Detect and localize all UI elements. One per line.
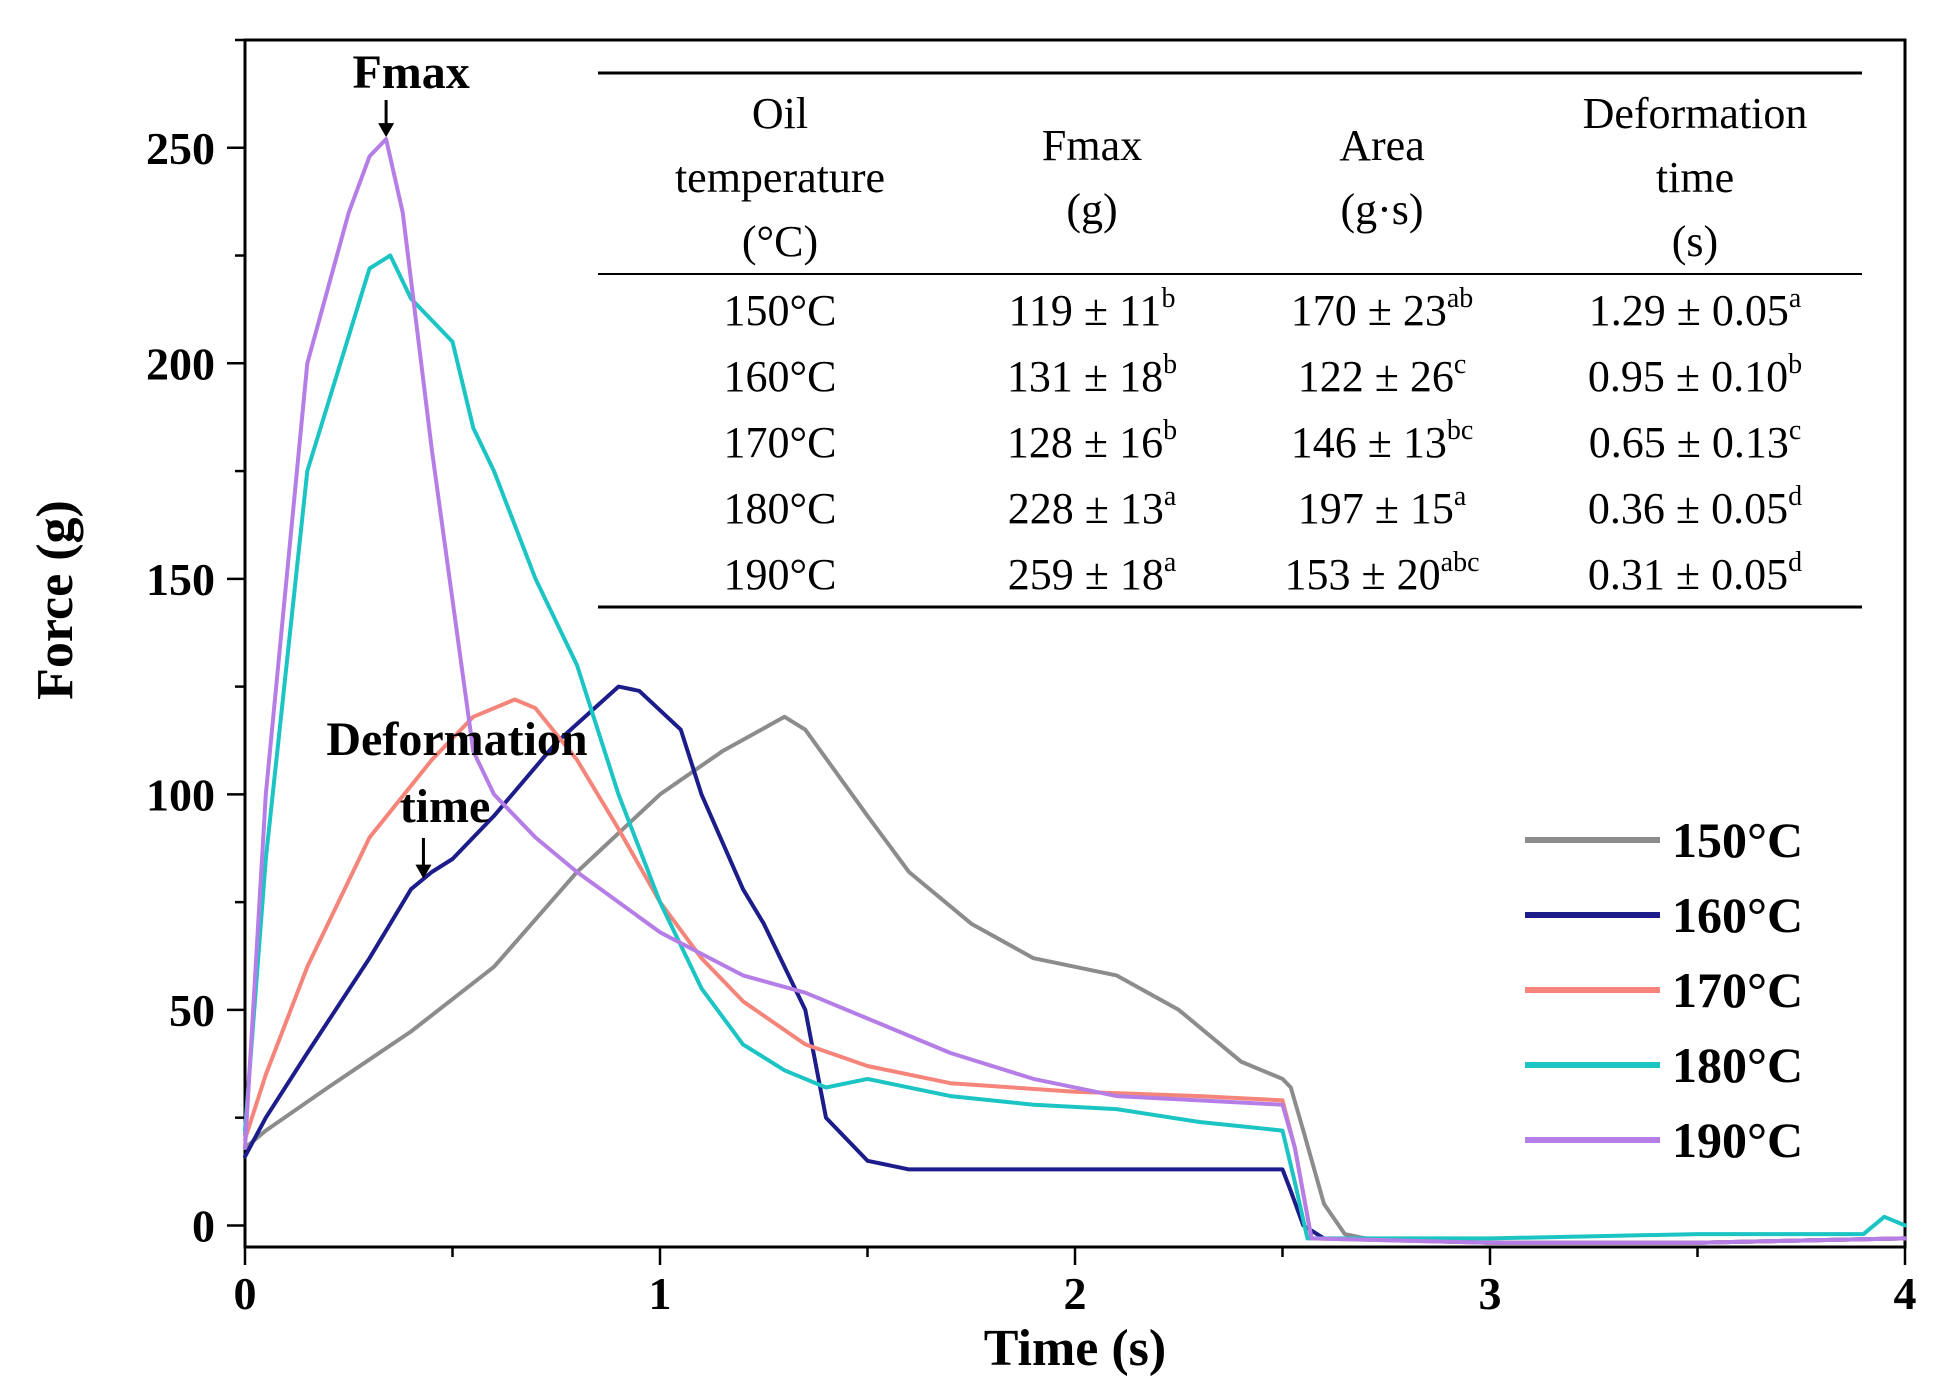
table-cell-value: 119 ± 11 (1009, 286, 1162, 335)
table-cell-superscript: a (1164, 547, 1177, 578)
table-cell: 180°C (724, 484, 837, 533)
table-cell-value: 122 ± 26 (1298, 352, 1454, 401)
table-cell: 119 ± 11b (1009, 283, 1176, 335)
legend-label: 170°C (1672, 962, 1803, 1018)
y-tick-label: 0 (192, 1200, 215, 1251)
table-header-cell: (g) (1066, 185, 1117, 234)
table-cell-superscript: c (1454, 349, 1466, 380)
x-tick-label: 4 (1894, 1268, 1917, 1319)
table-cell-superscript: abc (1441, 547, 1480, 578)
deformation-arrow-head (415, 864, 432, 879)
table-cell-value: 146 ± 13 (1291, 418, 1447, 467)
table-cell: 128 ± 16b (1007, 415, 1177, 467)
table-cell: 122 ± 26c (1298, 349, 1467, 401)
legend: 150°C 160°C 170°C 180°C 190°C (1525, 812, 1803, 1168)
axis-ticks: 0 1 2 3 4 0 50 100 150 200 250 (146, 38, 1917, 1319)
table-cell: 228 ± 13a (1008, 481, 1177, 533)
table-cell: 190°C (724, 550, 837, 599)
table-cell-superscript: b (1161, 283, 1175, 314)
x-axis-title: Time (s) (984, 1320, 1166, 1377)
table-cell: 0.65 ± 0.13c (1589, 415, 1802, 467)
table-cell: 0.95 ± 0.10b (1588, 349, 1802, 401)
table-cell-value: 1.29 ± 0.05 (1589, 286, 1789, 335)
table-header-cell: Oil (752, 89, 808, 138)
table-cell: 170°C (724, 418, 837, 467)
table-cell-value: 259 ± 18 (1008, 550, 1164, 599)
table-cell-value: 170°C (724, 418, 837, 467)
table-cell-value: 160°C (724, 352, 837, 401)
table-cell: 146 ± 13bc (1291, 415, 1474, 467)
table-cell-value: 0.36 ± 0.05 (1588, 484, 1788, 533)
table-cell-value: 128 ± 16 (1007, 418, 1163, 467)
series-lines (243, 137, 1907, 1245)
table-cell: 131 ± 18b (1007, 349, 1177, 401)
x-tick-label: 0 (234, 1268, 257, 1319)
table-cell: 160°C (724, 352, 837, 401)
table-cell-superscript: b (1163, 415, 1177, 446)
table-cell: 170 ± 23ab (1291, 283, 1474, 335)
table-cell-superscript: ab (1447, 283, 1473, 314)
table-cell-superscript: a (1789, 283, 1802, 314)
table-cell-value: 190°C (724, 550, 837, 599)
table-cell: 259 ± 18a (1008, 547, 1177, 599)
y-tick-label: 50 (169, 985, 215, 1036)
deformation-annotation-line1: Deformation (326, 713, 587, 766)
series-line-170c (243, 697, 1907, 1245)
series-line-180c (243, 253, 1907, 1241)
table-cell-value: 228 ± 13 (1008, 484, 1164, 533)
table-cell-superscript: d (1788, 547, 1802, 578)
fmax-arrow-head (378, 123, 395, 138)
table-header-cell: Deformation (1583, 89, 1808, 138)
table-cell-value: 0.95 ± 0.10 (1588, 352, 1788, 401)
table-cell-value: 0.65 ± 0.13 (1589, 418, 1789, 467)
series-line-190c (243, 137, 1907, 1245)
table-cell-superscript: bc (1447, 415, 1473, 446)
fmax-annotation-label: Fmax (352, 46, 469, 99)
table-cell-value: 0.31 ± 0.05 (1588, 550, 1788, 599)
table-cell-value: 131 ± 18 (1007, 352, 1163, 401)
table-cell: 153 ± 20abc (1284, 547, 1479, 599)
table-cell-value: 197 ± 15 (1298, 484, 1454, 533)
x-tick-label: 2 (1064, 1268, 1087, 1319)
table-header-cell: (°C) (742, 217, 818, 266)
table-cell: 1.29 ± 0.05a (1589, 283, 1802, 335)
table-cell-value: 170 ± 23 (1291, 286, 1447, 335)
table-cell-superscript: c (1789, 415, 1801, 446)
table-cell-superscript: a (1164, 481, 1177, 512)
table-cell: 150°C (724, 286, 837, 335)
y-tick-label: 200 (146, 338, 215, 389)
y-tick-label: 250 (146, 123, 215, 174)
table-header-cell: (g·s) (1340, 185, 1423, 234)
legend-label: 160°C (1672, 887, 1803, 943)
y-axis-title: Force (g) (27, 500, 84, 700)
table-cell-superscript: a (1454, 481, 1467, 512)
legend-label: 180°C (1672, 1037, 1803, 1093)
y-tick-label: 150 (146, 554, 215, 605)
table-header-cell: Fmax (1042, 121, 1142, 170)
table-cell: 197 ± 15a (1298, 481, 1467, 533)
x-tick-label: 1 (649, 1268, 672, 1319)
table-header-cell: Area (1339, 121, 1425, 170)
table-header-cell: temperature (675, 153, 885, 202)
table-header-cell: (s) (1672, 217, 1718, 266)
table-cell-value: 153 ± 20 (1284, 550, 1440, 599)
table-cell-superscript: b (1163, 349, 1177, 380)
table-cell-superscript: b (1788, 349, 1802, 380)
table-cell-superscript: d (1788, 481, 1802, 512)
legend-label: 190°C (1672, 1112, 1803, 1168)
y-tick-label: 100 (146, 769, 215, 820)
table-cell-value: 150°C (724, 286, 837, 335)
series-line-150c (243, 714, 1907, 1245)
legend-label: 150°C (1672, 812, 1803, 868)
annotations: Fmax Deformation time (326, 46, 588, 879)
table-header-cell: time (1656, 153, 1734, 202)
x-tick-label: 3 (1479, 1268, 1502, 1319)
deformation-annotation-line2: time (400, 780, 491, 833)
table-cell: 0.36 ± 0.05d (1588, 481, 1802, 533)
table-cell: 0.31 ± 0.05d (1588, 547, 1802, 599)
series-line-160c (243, 684, 1907, 1245)
table-cell-value: 180°C (724, 484, 837, 533)
inset-table: Oil temperature (°C) Fmax (g) Area (g·s) Deform… (598, 71, 1862, 609)
